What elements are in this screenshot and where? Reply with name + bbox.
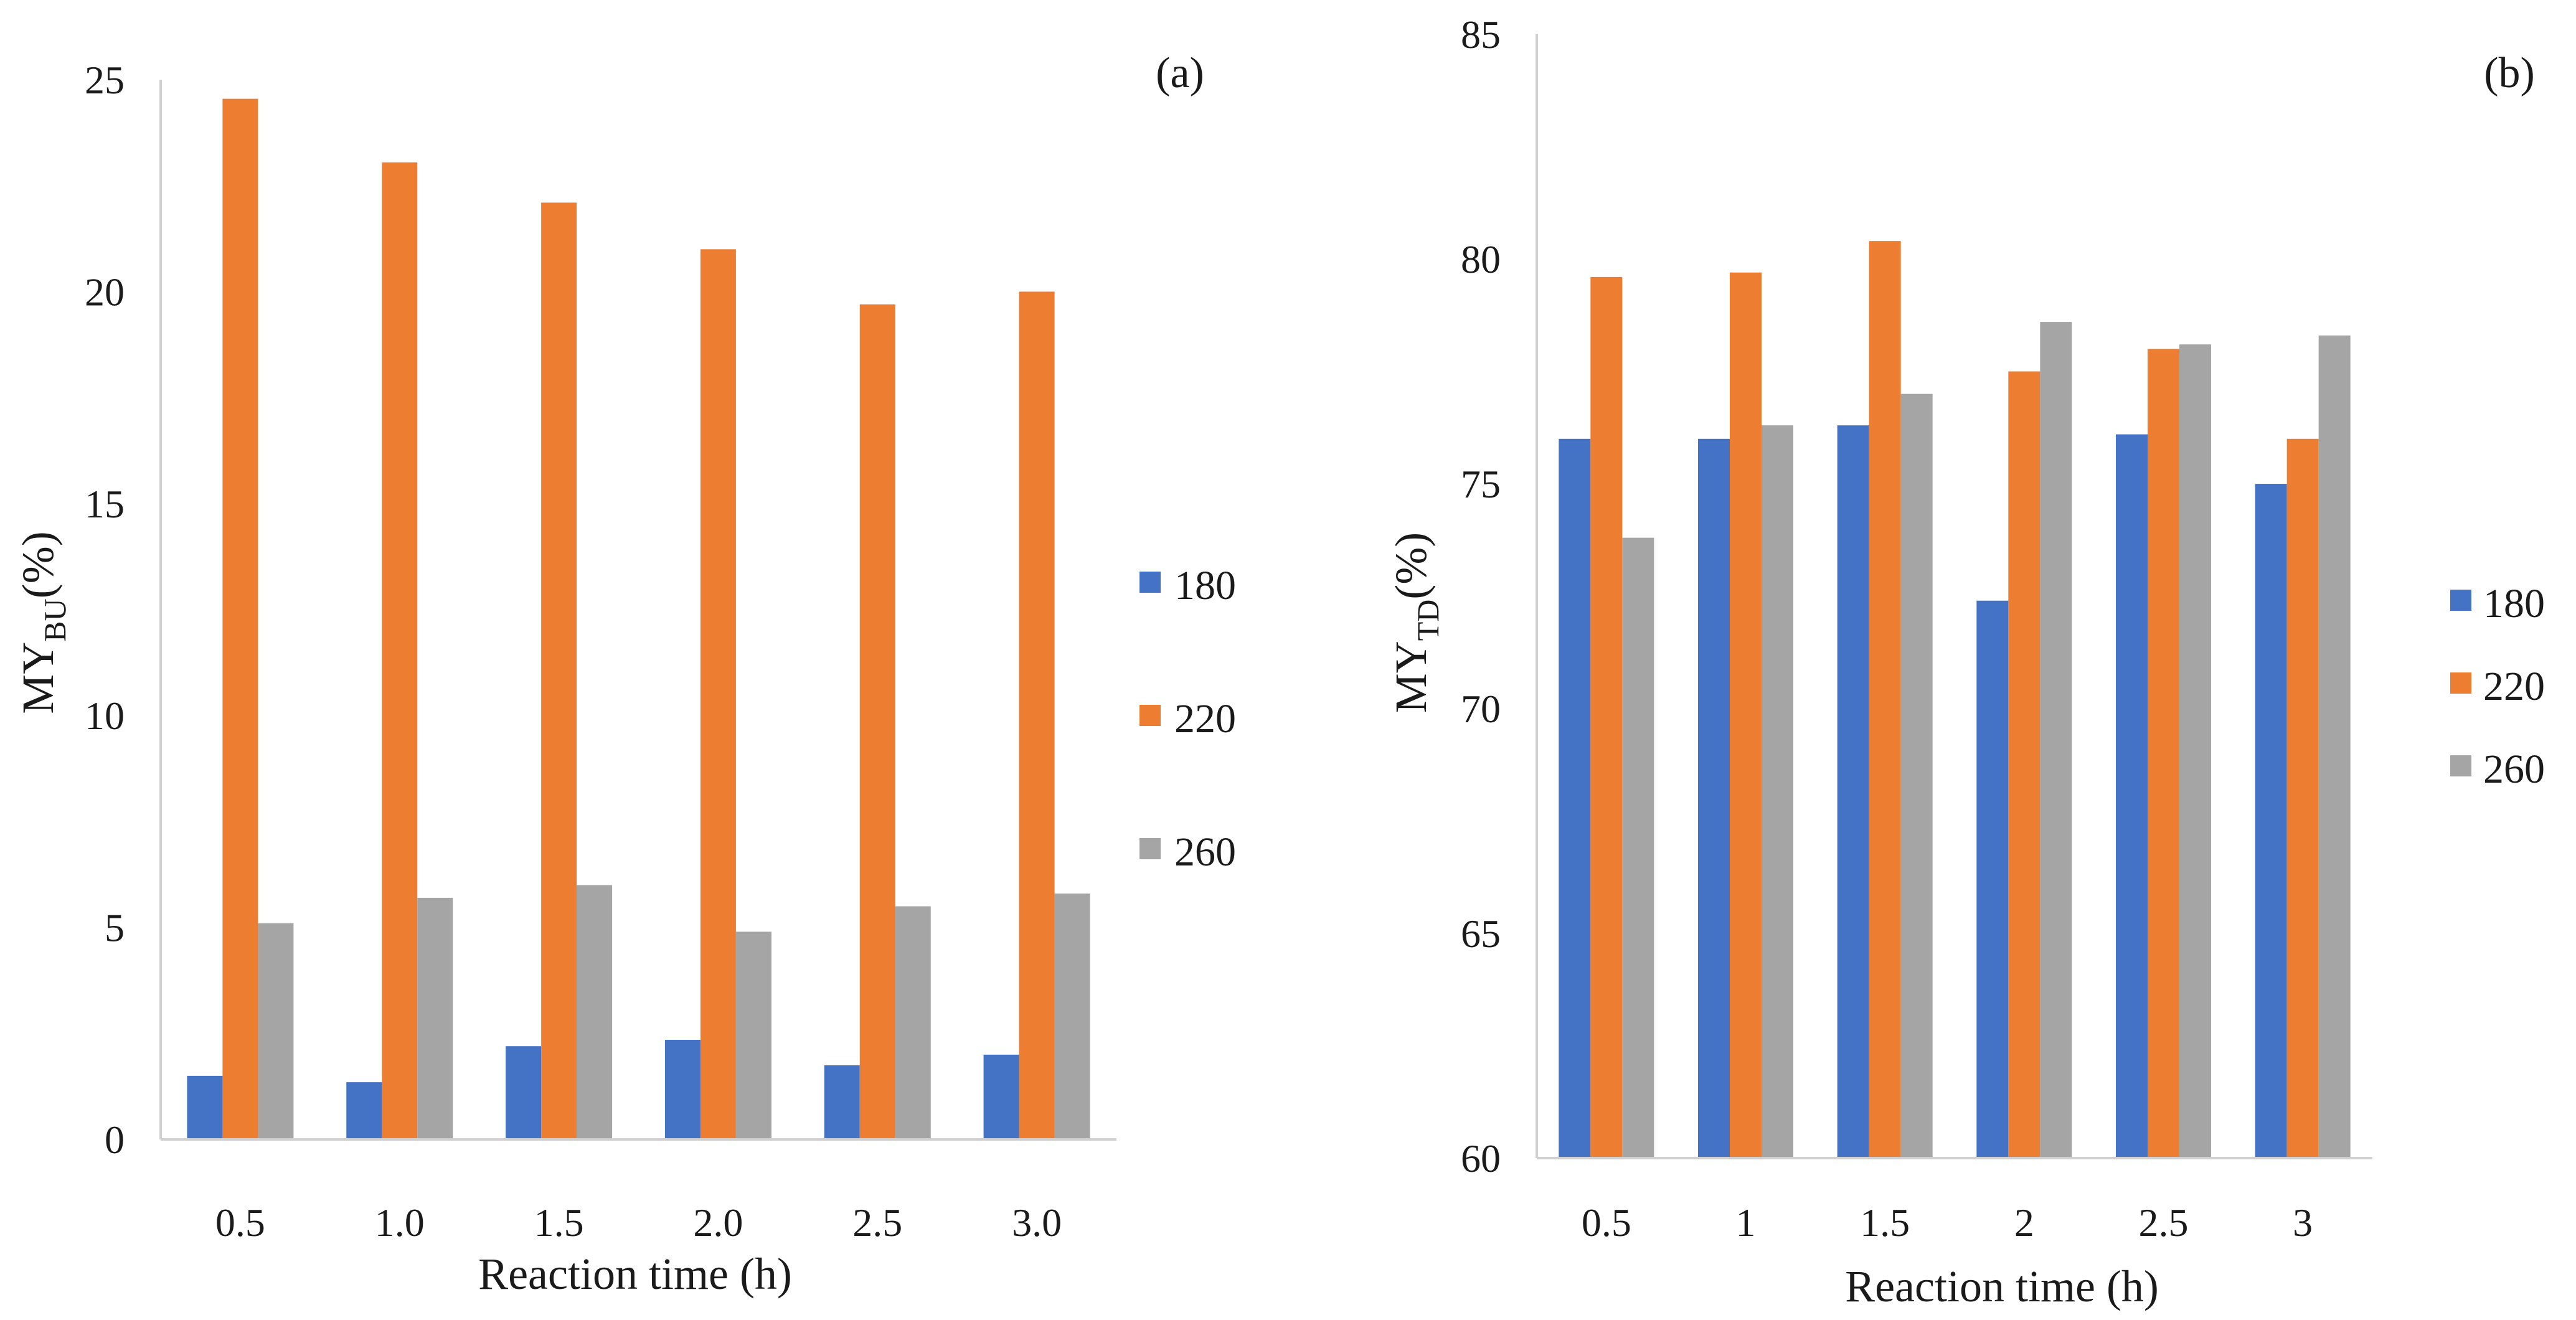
panel-b-label: (b) bbox=[2484, 49, 2535, 97]
panel-a-bar-260-2.5 bbox=[895, 906, 931, 1139]
panel-b-bar-260-2.5 bbox=[2179, 344, 2211, 1159]
panel-b-y-tick-label: 70 bbox=[1461, 687, 1501, 731]
panel-b-y-tick-label: 80 bbox=[1461, 237, 1501, 281]
panel-a-label: (a) bbox=[1156, 49, 1204, 97]
panel-a-bar-180-1.0 bbox=[346, 1082, 382, 1139]
panel-b-bar-260-2 bbox=[2040, 322, 2072, 1158]
panel-a-legend-label-260: 260 bbox=[1174, 829, 1236, 875]
panel-a-x-tick-label: 3.0 bbox=[1012, 1200, 1062, 1245]
panel-b-bar-260-3 bbox=[2318, 335, 2351, 1158]
panel-a-y-tick-label: 10 bbox=[85, 694, 125, 738]
panel-a-y-ticks: 0 5 10 15 20 25 bbox=[85, 58, 125, 1162]
panel-b-legend-label-260: 260 bbox=[2483, 747, 2545, 792]
panel-a-bar-220-1.5 bbox=[541, 202, 577, 1139]
panel-b-bar-260-1 bbox=[1762, 425, 1793, 1158]
panel-b-bar-220-2.5 bbox=[2148, 349, 2179, 1158]
panel-a-bar-180-3.0 bbox=[983, 1054, 1019, 1139]
panel-a-legend-swatch-220 bbox=[1139, 705, 1161, 726]
panel-a-y-tick-label: 20 bbox=[85, 270, 125, 314]
panel-a-bar-180-0.5 bbox=[187, 1075, 223, 1139]
panel-b-y-title-main: MY bbox=[1386, 641, 1436, 713]
panel-a-x-ticks: 0.5 1.0 1.5 2.0 2.5 3.0 bbox=[215, 1200, 1062, 1245]
panel-a-legend-label-220: 220 bbox=[1174, 696, 1236, 742]
panel-b-x-tick-label: 2 bbox=[2014, 1200, 2034, 1245]
panel-a-bar-260-3.0 bbox=[1054, 893, 1090, 1139]
panel-a-bar-220-1.0 bbox=[382, 162, 418, 1140]
panel-b-bar-220-1 bbox=[1730, 272, 1762, 1158]
panel-a-y-tick-label: 15 bbox=[85, 482, 125, 526]
panel-b-x-tick-label: 1 bbox=[1736, 1200, 1756, 1245]
panel-b-legend-swatch-220 bbox=[2450, 672, 2471, 694]
panel-b-bar-220-3 bbox=[2286, 438, 2319, 1158]
panel-b-y-title-sub: TD bbox=[1410, 600, 1445, 641]
panel-a-legend-swatch-260 bbox=[1139, 838, 1161, 859]
panel-b-bar-180-1.5 bbox=[1837, 425, 1869, 1158]
panel-b-legend-swatch-260 bbox=[2450, 755, 2471, 776]
panel-b-bar-180-3 bbox=[2255, 484, 2287, 1158]
panel-b-bar-260-1.5 bbox=[1900, 394, 1933, 1158]
panel-a-y-title-main: MY bbox=[13, 642, 63, 714]
panel-a-bar-180-1.5 bbox=[506, 1046, 542, 1139]
panel-b-legend-swatch-180 bbox=[2450, 590, 2471, 611]
panel-a-y-title-suffix: (%) bbox=[13, 531, 63, 598]
panel-b-bar-180-2.5 bbox=[2116, 434, 2148, 1158]
panel-b-bar-180-1 bbox=[1698, 438, 1730, 1158]
panel-a-y-axis-title: MYBU(%) bbox=[13, 531, 72, 714]
panel-a-x-axis-title: Reaction time (h) bbox=[478, 1249, 792, 1299]
panel-a-bar-220-2.5 bbox=[859, 304, 895, 1140]
panel-a-y-tick-label: 25 bbox=[85, 58, 125, 102]
panel-a-bars bbox=[187, 98, 1090, 1140]
panel-a-bar-260-0.5 bbox=[258, 923, 294, 1139]
panel-a-x-tick-label: 0.5 bbox=[215, 1200, 265, 1245]
panel-a-bar-260-2.0 bbox=[735, 931, 771, 1139]
panel-a-x-tick-label: 2.5 bbox=[852, 1200, 902, 1245]
panel-b-bar-220-0.5 bbox=[1590, 276, 1623, 1158]
panel-b-y-tick-label: 60 bbox=[1461, 1136, 1501, 1181]
panel-b-bar-260-0.5 bbox=[1622, 537, 1654, 1158]
panel-a-y-tick-label: 5 bbox=[105, 906, 125, 950]
panel-b-bars bbox=[1559, 241, 2351, 1159]
panel-a-y-title-sub: BU bbox=[37, 598, 72, 641]
panel-a-x-tick-label: 1.5 bbox=[534, 1200, 584, 1245]
panel-b-bar-180-0.5 bbox=[1559, 438, 1591, 1158]
panel-b-x-tick-label: 1.5 bbox=[1860, 1200, 1910, 1245]
panel-b-bar-180-2 bbox=[1976, 600, 2009, 1158]
panel-a-bar-220-3.0 bbox=[1019, 291, 1055, 1139]
panel-b-x-ticks: 0.5 1 1.5 2 2.5 3 bbox=[1582, 1200, 2313, 1245]
panel-a-bar-180-2.0 bbox=[664, 1040, 701, 1139]
panel-b-y-axis-title: MYTD(%) bbox=[1386, 532, 1445, 714]
panel-b-y-tick-label: 65 bbox=[1461, 912, 1501, 956]
panel-a: 0 5 10 15 20 25 0.5 1.0 1.5 2.0 2.5 3.0 (a) Reacti… bbox=[13, 49, 1236, 1299]
panel-b-x-tick-label: 2.5 bbox=[2139, 1200, 2189, 1245]
panel-a-legend: 180 220 260 bbox=[1139, 563, 1236, 875]
panel-a-legend-label-180: 180 bbox=[1174, 563, 1236, 608]
panel-a-x-tick-label: 2.0 bbox=[693, 1200, 743, 1245]
panel-b-y-title-suffix: (%) bbox=[1386, 532, 1436, 600]
panel-b-x-tick-label: 3 bbox=[2293, 1200, 2313, 1245]
panel-b-y-tick-label: 75 bbox=[1461, 462, 1501, 506]
panel-b-x-axis-title: Reaction time (h) bbox=[1845, 1261, 2159, 1311]
panel-b-legend-label-220: 220 bbox=[2483, 664, 2545, 709]
panel-a-bar-220-2.0 bbox=[700, 249, 736, 1139]
panel-b-y-ticks: 60 65 70 75 80 85 bbox=[1461, 12, 1501, 1181]
panel-a-bar-180-2.5 bbox=[824, 1065, 860, 1139]
panel-b-y-tick-label: 85 bbox=[1461, 12, 1501, 57]
panel-a-y-tick-label: 0 bbox=[105, 1118, 125, 1162]
panel-b-legend: 180 220 260 bbox=[2450, 581, 2545, 792]
panel-b-x-tick-label: 0.5 bbox=[1582, 1200, 1631, 1245]
panel-b: 60 65 70 75 80 85 0.5 1 1.5 2 2.5 3 (b) Reaction t… bbox=[1386, 12, 2545, 1311]
panel-a-x-tick-label: 1.0 bbox=[375, 1200, 425, 1245]
panel-a-legend-swatch-180 bbox=[1139, 572, 1161, 593]
panel-b-bar-220-2 bbox=[2008, 371, 2041, 1158]
panel-a-bar-220-0.5 bbox=[222, 98, 258, 1140]
panel-b-legend-label-180: 180 bbox=[2483, 581, 2545, 626]
panel-b-bar-220-1.5 bbox=[1869, 241, 1901, 1158]
panel-a-bar-260-1.0 bbox=[417, 897, 453, 1139]
panel-a-bar-260-1.5 bbox=[577, 885, 613, 1139]
